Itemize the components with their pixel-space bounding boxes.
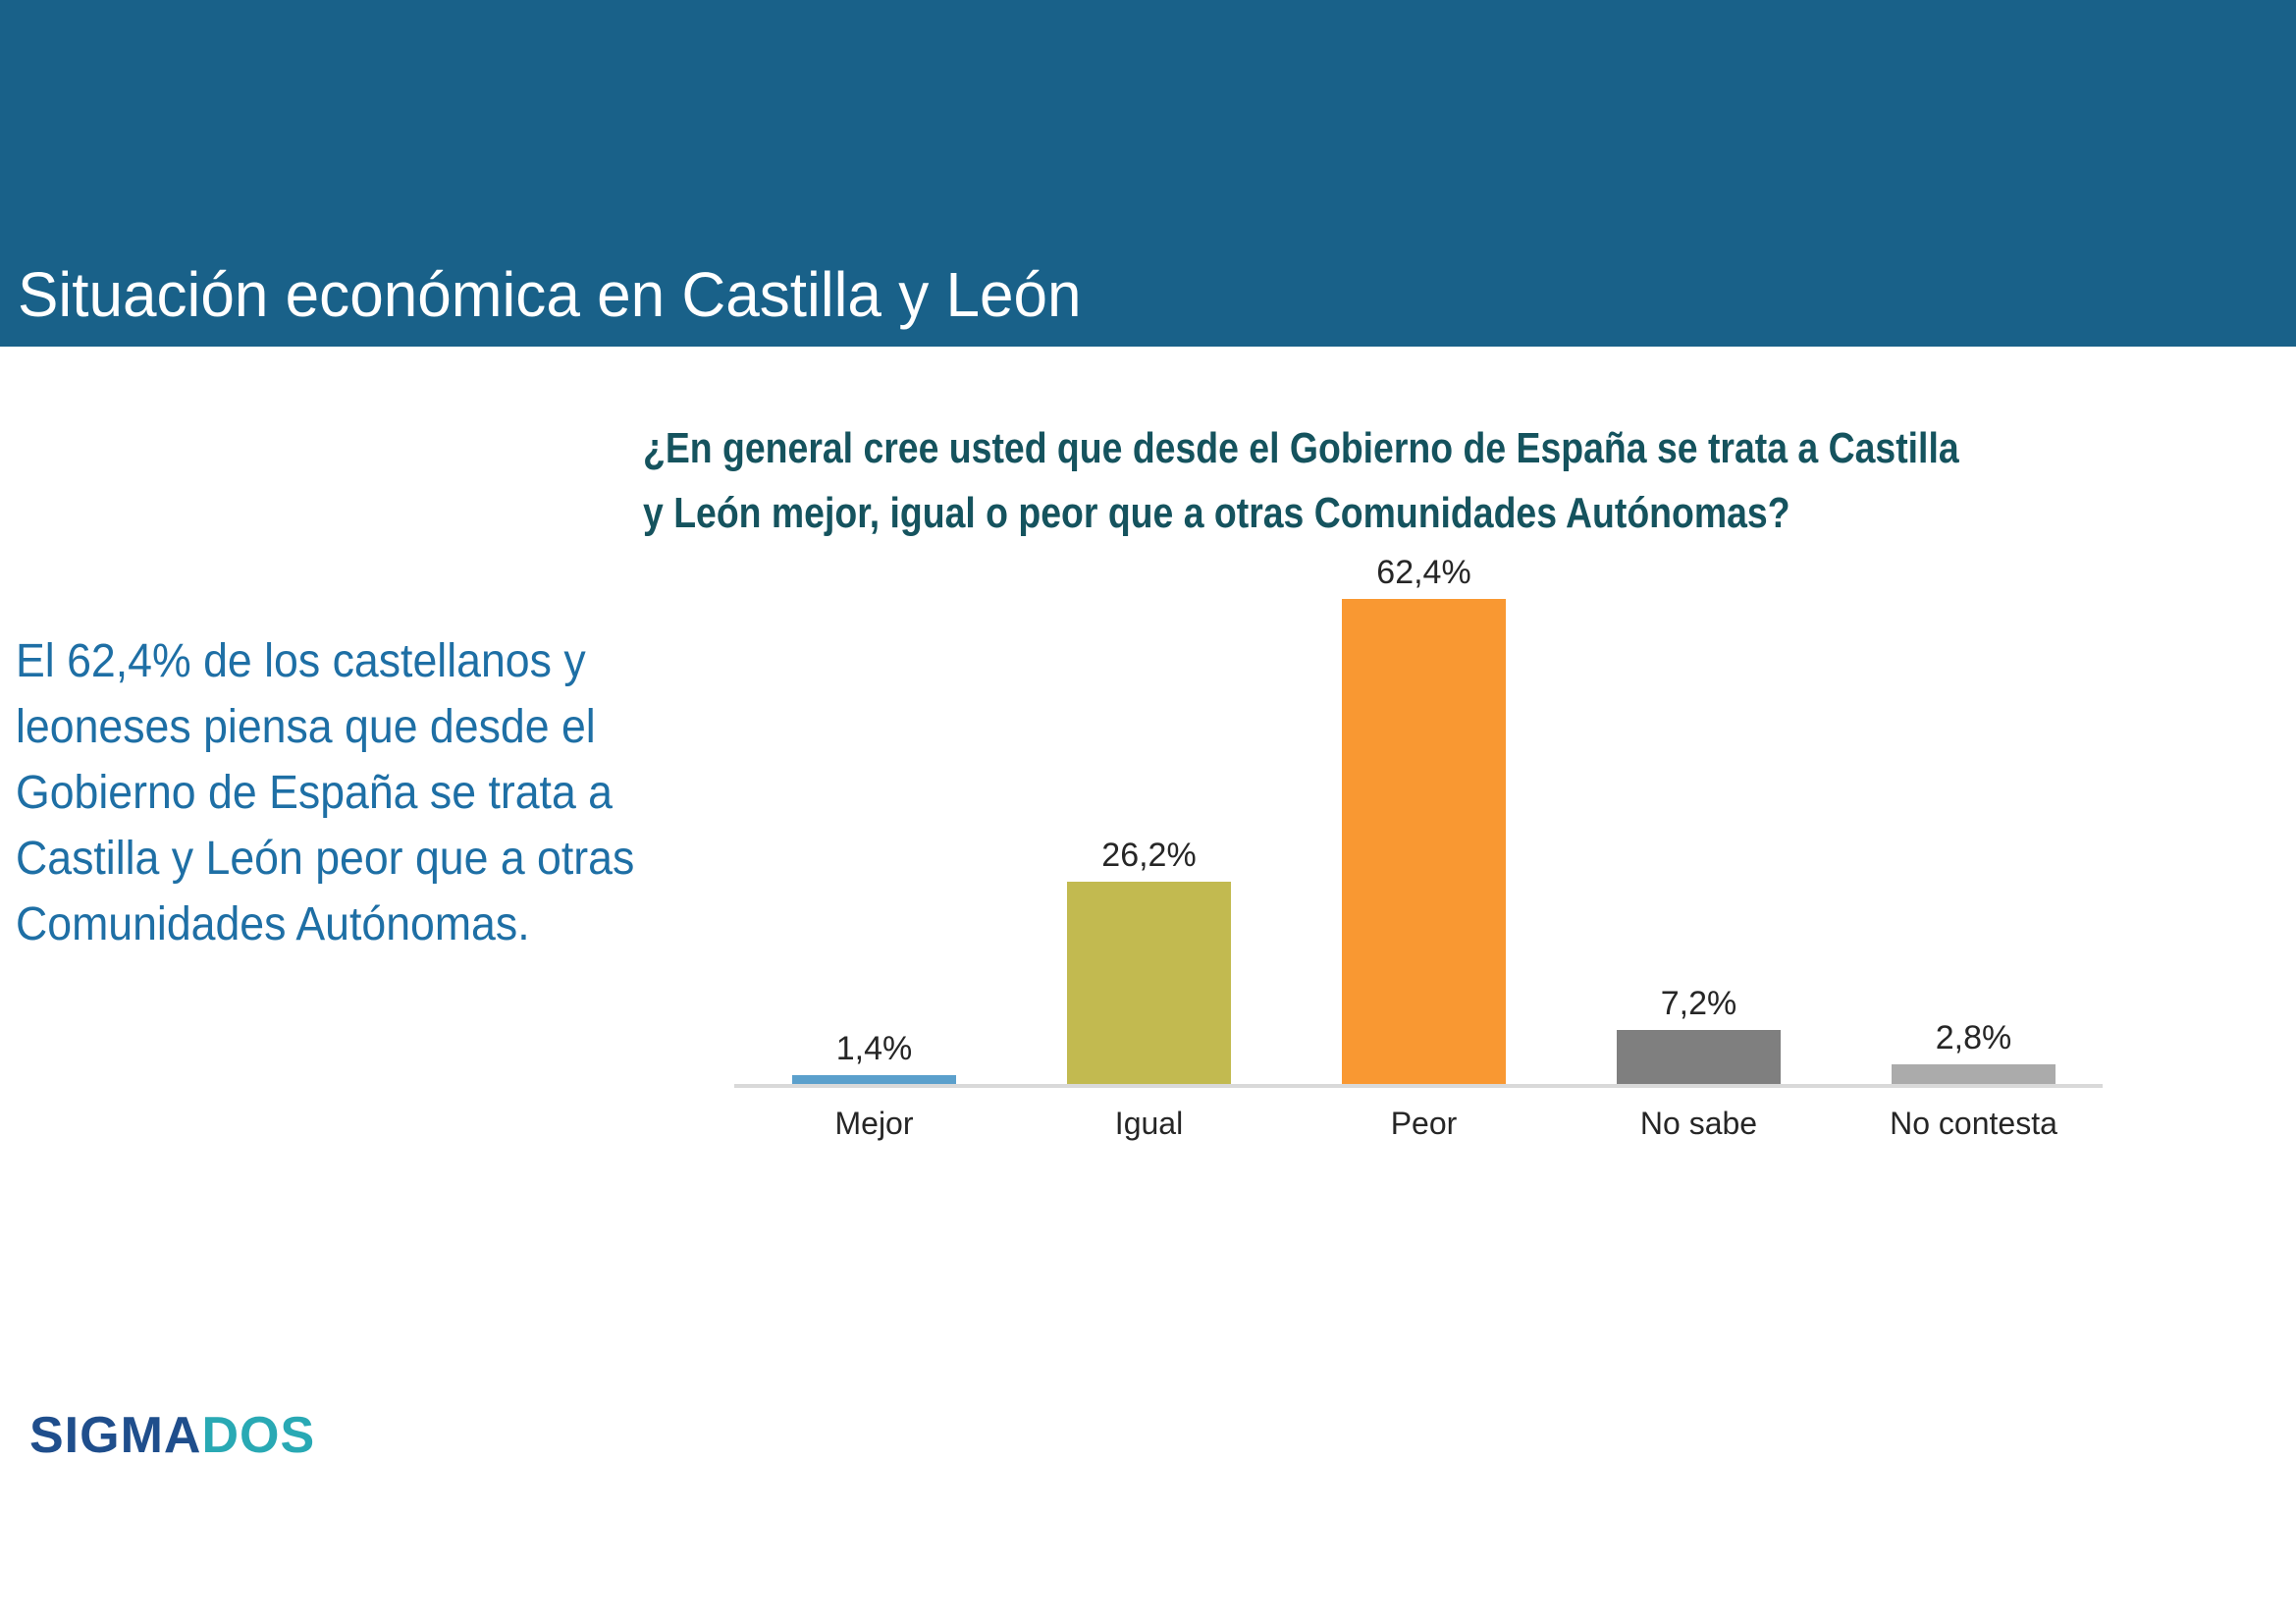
x-axis-label-igual: Igual: [1114, 1106, 1184, 1141]
bar-mejor: [792, 1075, 956, 1086]
bar-value-label-mejor: 1,4%: [835, 1030, 913, 1067]
chart-question-line-2: y León mejor, igual o peor que a otras C…: [643, 489, 1790, 537]
summary-text: El 62,4% de los castellanos y leoneses p…: [16, 628, 634, 957]
bar-value-label-no-sabe: 7,2%: [1660, 985, 1737, 1022]
bar-no-contesta: [1892, 1064, 2056, 1086]
summary-line-1: El 62,4% de los castellanos y: [16, 635, 586, 687]
page-title: Situación económica en Castilla y León: [18, 259, 1082, 330]
header-band: Situación económica en Castilla y León: [0, 0, 2296, 347]
chart-question: ¿En general cree usted que desde el Gobi…: [643, 416, 1959, 546]
logo-sigma: SIGMA: [29, 1407, 202, 1464]
summary-line-4: Castilla y León peor que a otras: [16, 833, 635, 885]
bar-value-label-no-contesta: 2,8%: [1935, 1019, 2012, 1056]
x-axis-label-no-sabe: No sabe: [1639, 1106, 1758, 1141]
bar-no-sabe: [1617, 1030, 1781, 1086]
x-axis-line: [734, 1084, 2103, 1088]
bar-peor: [1342, 599, 1506, 1086]
bar-value-label-igual: 26,2%: [1101, 837, 1197, 874]
summary-line-2: leoneses piensa que desde el: [16, 701, 596, 753]
logo-dos: DOS: [201, 1407, 316, 1464]
summary-line-5: Comunidades Autónomas.: [16, 898, 530, 950]
summary-line-3: Gobierno de España se trata a: [16, 767, 614, 819]
bar-igual: [1067, 882, 1231, 1086]
bar-value-label-peor: 62,4%: [1376, 554, 1471, 591]
x-axis-label-peor: Peor: [1390, 1106, 1458, 1141]
x-axis-label-mejor: Mejor: [834, 1106, 914, 1141]
x-axis-label-no-contesta: No contesta: [1890, 1106, 2057, 1141]
sigmados-logo: SIGMADOS: [29, 1406, 315, 1465]
chart-question-line-1: ¿En general cree usted que desde el Gobi…: [643, 424, 1959, 472]
